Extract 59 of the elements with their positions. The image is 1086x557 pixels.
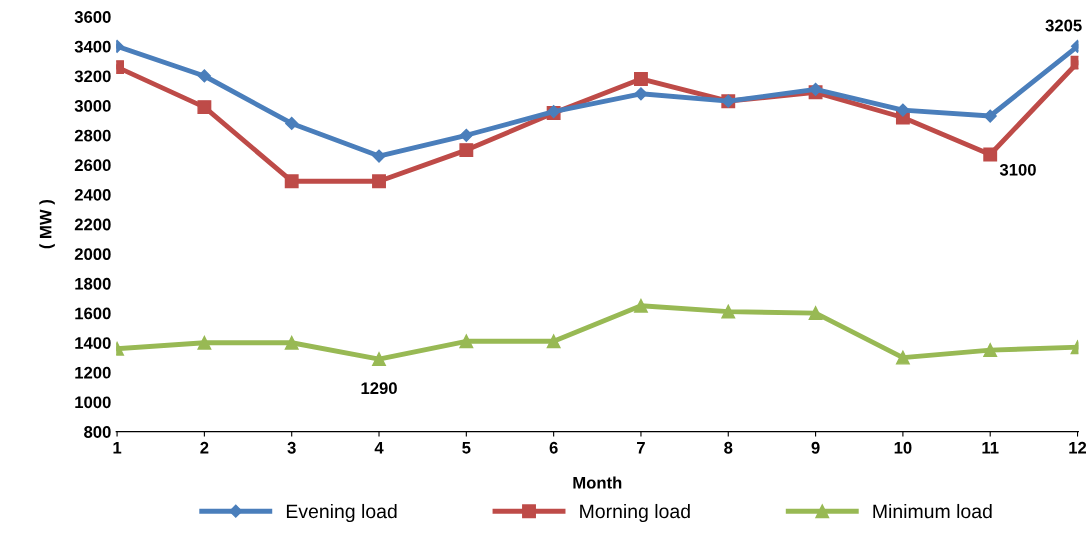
legend-label: Morning load — [580, 503, 690, 523]
x-tick-label: 7 — [637, 442, 645, 454]
y-tick-label: 3200 — [74, 70, 111, 83]
point — [983, 147, 998, 162]
point — [896, 103, 910, 117]
annotation: 3100 — [999, 163, 1036, 176]
point — [284, 174, 299, 189]
x-tick-label: 6 — [549, 441, 558, 454]
x-tick-label: 10 — [894, 441, 912, 454]
point — [983, 109, 997, 123]
y-tick-label: 3400 — [74, 40, 111, 53]
y-tick-label: 1800 — [75, 277, 111, 290]
y-tick-label: 800 — [84, 426, 111, 438]
x-tick-label: 11 — [982, 442, 999, 454]
x-tick-label: 1 — [113, 442, 122, 454]
x-tick-label: 2 — [200, 441, 209, 454]
y-tick-label: 3600 — [74, 11, 111, 23]
legend-label: Minimum load — [873, 503, 992, 519]
x-tick-label: 4 — [374, 442, 384, 454]
y-tick-label: 1200 — [75, 366, 111, 379]
point — [197, 69, 211, 83]
annotation: 3205 — [1045, 19, 1082, 32]
x-tick-label: 5 — [462, 442, 471, 454]
point — [372, 174, 386, 189]
y-tick-label: 2200 — [74, 218, 111, 231]
point — [721, 304, 736, 319]
point — [197, 100, 212, 115]
point — [808, 82, 823, 96]
x-tick-label: 8 — [724, 441, 733, 454]
point — [284, 335, 299, 350]
x-tick-label: 12 — [1069, 441, 1086, 454]
y-axis-title: ( MW ) — [39, 200, 55, 249]
y-tick-label: 3000 — [74, 100, 111, 112]
point — [459, 334, 474, 349]
annotation: 1290 — [361, 382, 397, 395]
x-tick-label: 9 — [811, 441, 820, 454]
point — [197, 335, 212, 350]
point — [372, 352, 386, 367]
y-tick-label: 2000 — [74, 248, 111, 261]
point — [459, 128, 473, 142]
point — [634, 72, 648, 86]
point — [459, 143, 474, 158]
point — [285, 116, 299, 131]
point — [372, 149, 386, 163]
y-tick-label: 2600 — [74, 159, 111, 172]
point — [983, 343, 998, 358]
y-tick-label: 2400 — [74, 188, 111, 201]
legend-label: Evening load — [286, 503, 397, 523]
point — [634, 298, 648, 313]
point — [808, 306, 823, 321]
y-tick-label: 1400 — [75, 337, 111, 349]
x-tick-label: 3 — [287, 441, 296, 454]
x-axis-title: Month — [573, 476, 622, 489]
point — [634, 87, 648, 101]
point — [546, 334, 561, 349]
y-tick-label: 1000 — [75, 396, 111, 409]
point — [895, 350, 910, 365]
y-tick-label: 1600 — [75, 307, 111, 320]
y-tick-label: 2800 — [74, 129, 111, 142]
